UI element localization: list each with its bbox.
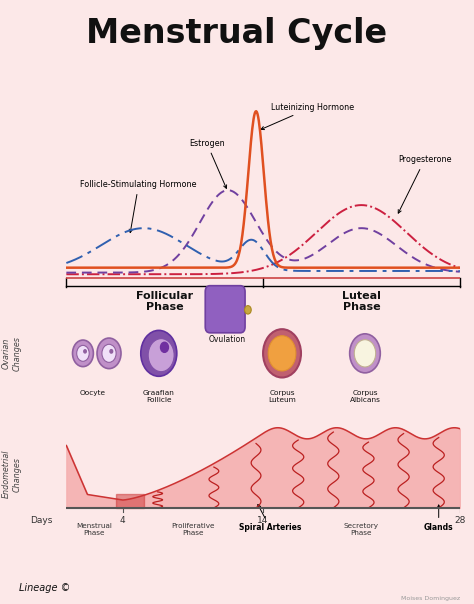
Text: Luteal
Phase: Luteal Phase <box>342 291 381 312</box>
Text: Graafian
Follicle: Graafian Follicle <box>143 390 175 403</box>
Text: Endometrial
Changes: Endometrial Changes <box>2 450 21 498</box>
Text: Ovulation: Ovulation <box>209 335 246 344</box>
Text: Oocyte: Oocyte <box>80 390 105 396</box>
Text: Moises Dominguez: Moises Dominguez <box>401 596 460 601</box>
Text: Ovarian
Changes: Ovarian Changes <box>2 336 21 371</box>
Text: Lineage ©: Lineage © <box>19 583 70 593</box>
Text: Luteinizing Hormone: Luteinizing Hormone <box>261 103 354 130</box>
Text: Spiral Arteries: Spiral Arteries <box>239 504 301 532</box>
Text: Progesterone: Progesterone <box>398 155 451 213</box>
Text: Menstrual
Phase: Menstrual Phase <box>76 524 112 536</box>
Text: 4: 4 <box>120 516 126 525</box>
Polygon shape <box>116 495 144 508</box>
Text: Glands: Glands <box>424 505 454 532</box>
Text: 14: 14 <box>257 516 269 525</box>
Text: Days: Days <box>30 516 52 525</box>
Text: Secretory
Phase: Secretory Phase <box>344 524 379 536</box>
Text: Corpus
Albicans: Corpus Albicans <box>349 390 381 403</box>
Text: Proliferative
Phase: Proliferative Phase <box>171 524 215 536</box>
Text: Menstrual Cycle: Menstrual Cycle <box>86 17 388 50</box>
Text: Corpus
Luteum: Corpus Luteum <box>268 390 296 403</box>
Text: Estrogen: Estrogen <box>189 139 227 188</box>
Text: Follicular
Phase: Follicular Phase <box>136 291 193 312</box>
Text: 28: 28 <box>454 516 465 525</box>
Text: Follicle-Stimulating Hormone: Follicle-Stimulating Hormone <box>81 180 197 233</box>
